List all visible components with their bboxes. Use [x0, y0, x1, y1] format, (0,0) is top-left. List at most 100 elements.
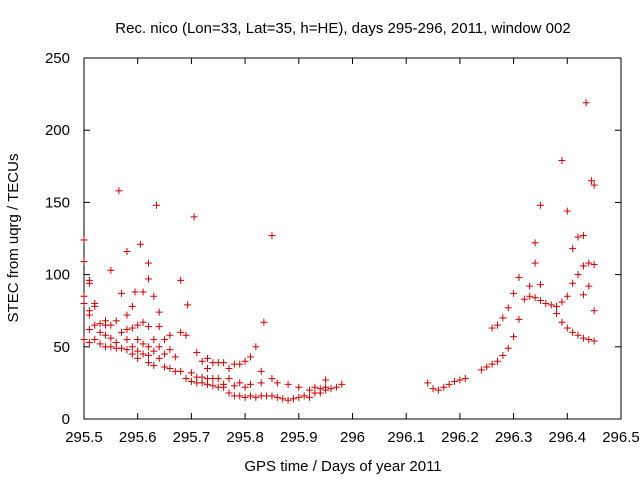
- x-tick-label: 295.9: [280, 429, 318, 446]
- data-point: [499, 351, 507, 359]
- data-point: [187, 377, 195, 385]
- data-point: [198, 357, 206, 365]
- data-point: [139, 288, 147, 296]
- data-point: [220, 359, 228, 367]
- data-point: [300, 392, 308, 400]
- data-point: [327, 385, 335, 393]
- data-point: [134, 321, 142, 329]
- data-point: [558, 318, 566, 326]
- data-point: [123, 346, 131, 354]
- data-points: [80, 99, 598, 404]
- data-point: [128, 324, 136, 332]
- data-point: [134, 336, 142, 344]
- data-point: [257, 367, 265, 375]
- data-point: [268, 232, 276, 240]
- data-point: [246, 392, 254, 400]
- x-tick-label: 296.2: [441, 429, 479, 446]
- data-point: [547, 301, 555, 309]
- data-point: [85, 279, 93, 287]
- data-point: [574, 233, 582, 241]
- data-point: [204, 364, 212, 372]
- data-point: [139, 340, 147, 348]
- data-point: [150, 336, 158, 344]
- data-point: [225, 389, 233, 397]
- data-point: [563, 292, 571, 300]
- data-point: [295, 393, 303, 401]
- data-point: [177, 328, 185, 336]
- data-point: [515, 315, 523, 323]
- data-point: [563, 207, 571, 215]
- data-point: [166, 364, 174, 372]
- data-point: [128, 350, 136, 358]
- data-point: [316, 389, 324, 397]
- data-point: [112, 317, 120, 325]
- data-point: [107, 343, 115, 351]
- data-point: [96, 340, 104, 348]
- data-point: [241, 357, 249, 365]
- data-point: [590, 181, 598, 189]
- data-point: [150, 347, 158, 355]
- data-point: [184, 301, 192, 309]
- data-point: [177, 367, 185, 375]
- data-point: [85, 338, 93, 346]
- data-point: [574, 331, 582, 339]
- data-point: [569, 279, 577, 287]
- data-point: [182, 331, 190, 339]
- data-point: [429, 385, 437, 393]
- data-point: [499, 314, 507, 322]
- data-point: [118, 328, 126, 336]
- data-point: [536, 297, 544, 305]
- data-point: [96, 328, 104, 336]
- data-point: [241, 383, 249, 391]
- data-point: [558, 157, 566, 165]
- data-point: [579, 232, 587, 240]
- y-tick-label: 100: [45, 267, 70, 284]
- y-tick-label: 0: [62, 411, 70, 428]
- data-point: [526, 292, 534, 300]
- data-point: [139, 318, 147, 326]
- data-point: [246, 380, 254, 388]
- data-point: [123, 336, 131, 344]
- data-point: [161, 336, 169, 344]
- data-point: [579, 262, 587, 270]
- data-point: [225, 375, 233, 383]
- data-point: [493, 357, 501, 365]
- data-point: [236, 379, 244, 387]
- chart-title: Rec. nico (Lon=33, Lat=35, h=HE), days 2…: [115, 20, 570, 37]
- data-point: [177, 276, 185, 284]
- data-point: [144, 323, 152, 331]
- data-point: [161, 363, 169, 371]
- data-point: [123, 311, 131, 319]
- data-point: [155, 343, 163, 351]
- data-point: [322, 386, 330, 394]
- data-point: [134, 347, 142, 355]
- data-point: [536, 281, 544, 289]
- data-point: [579, 334, 587, 342]
- data-point: [118, 344, 126, 352]
- data-point: [424, 379, 432, 387]
- data-point: [488, 324, 496, 332]
- data-point: [107, 321, 115, 329]
- data-point: [332, 383, 340, 391]
- data-point: [198, 379, 206, 387]
- data-point: [107, 266, 115, 274]
- data-point: [587, 177, 595, 185]
- data-point: [225, 364, 233, 372]
- data-point: [241, 393, 249, 401]
- data-point: [273, 379, 281, 387]
- data-point: [236, 360, 244, 368]
- data-point: [574, 271, 582, 279]
- data-point: [434, 386, 442, 394]
- y-tick-label: 200: [45, 122, 70, 139]
- x-tick-label: 295.5: [65, 429, 103, 446]
- data-point: [284, 396, 292, 404]
- data-point: [161, 350, 169, 358]
- data-point: [128, 343, 136, 351]
- data-point: [322, 376, 330, 384]
- data-point: [139, 350, 147, 358]
- data-point: [510, 333, 518, 341]
- data-point: [91, 302, 99, 310]
- data-point: [252, 393, 260, 401]
- data-point: [80, 336, 88, 344]
